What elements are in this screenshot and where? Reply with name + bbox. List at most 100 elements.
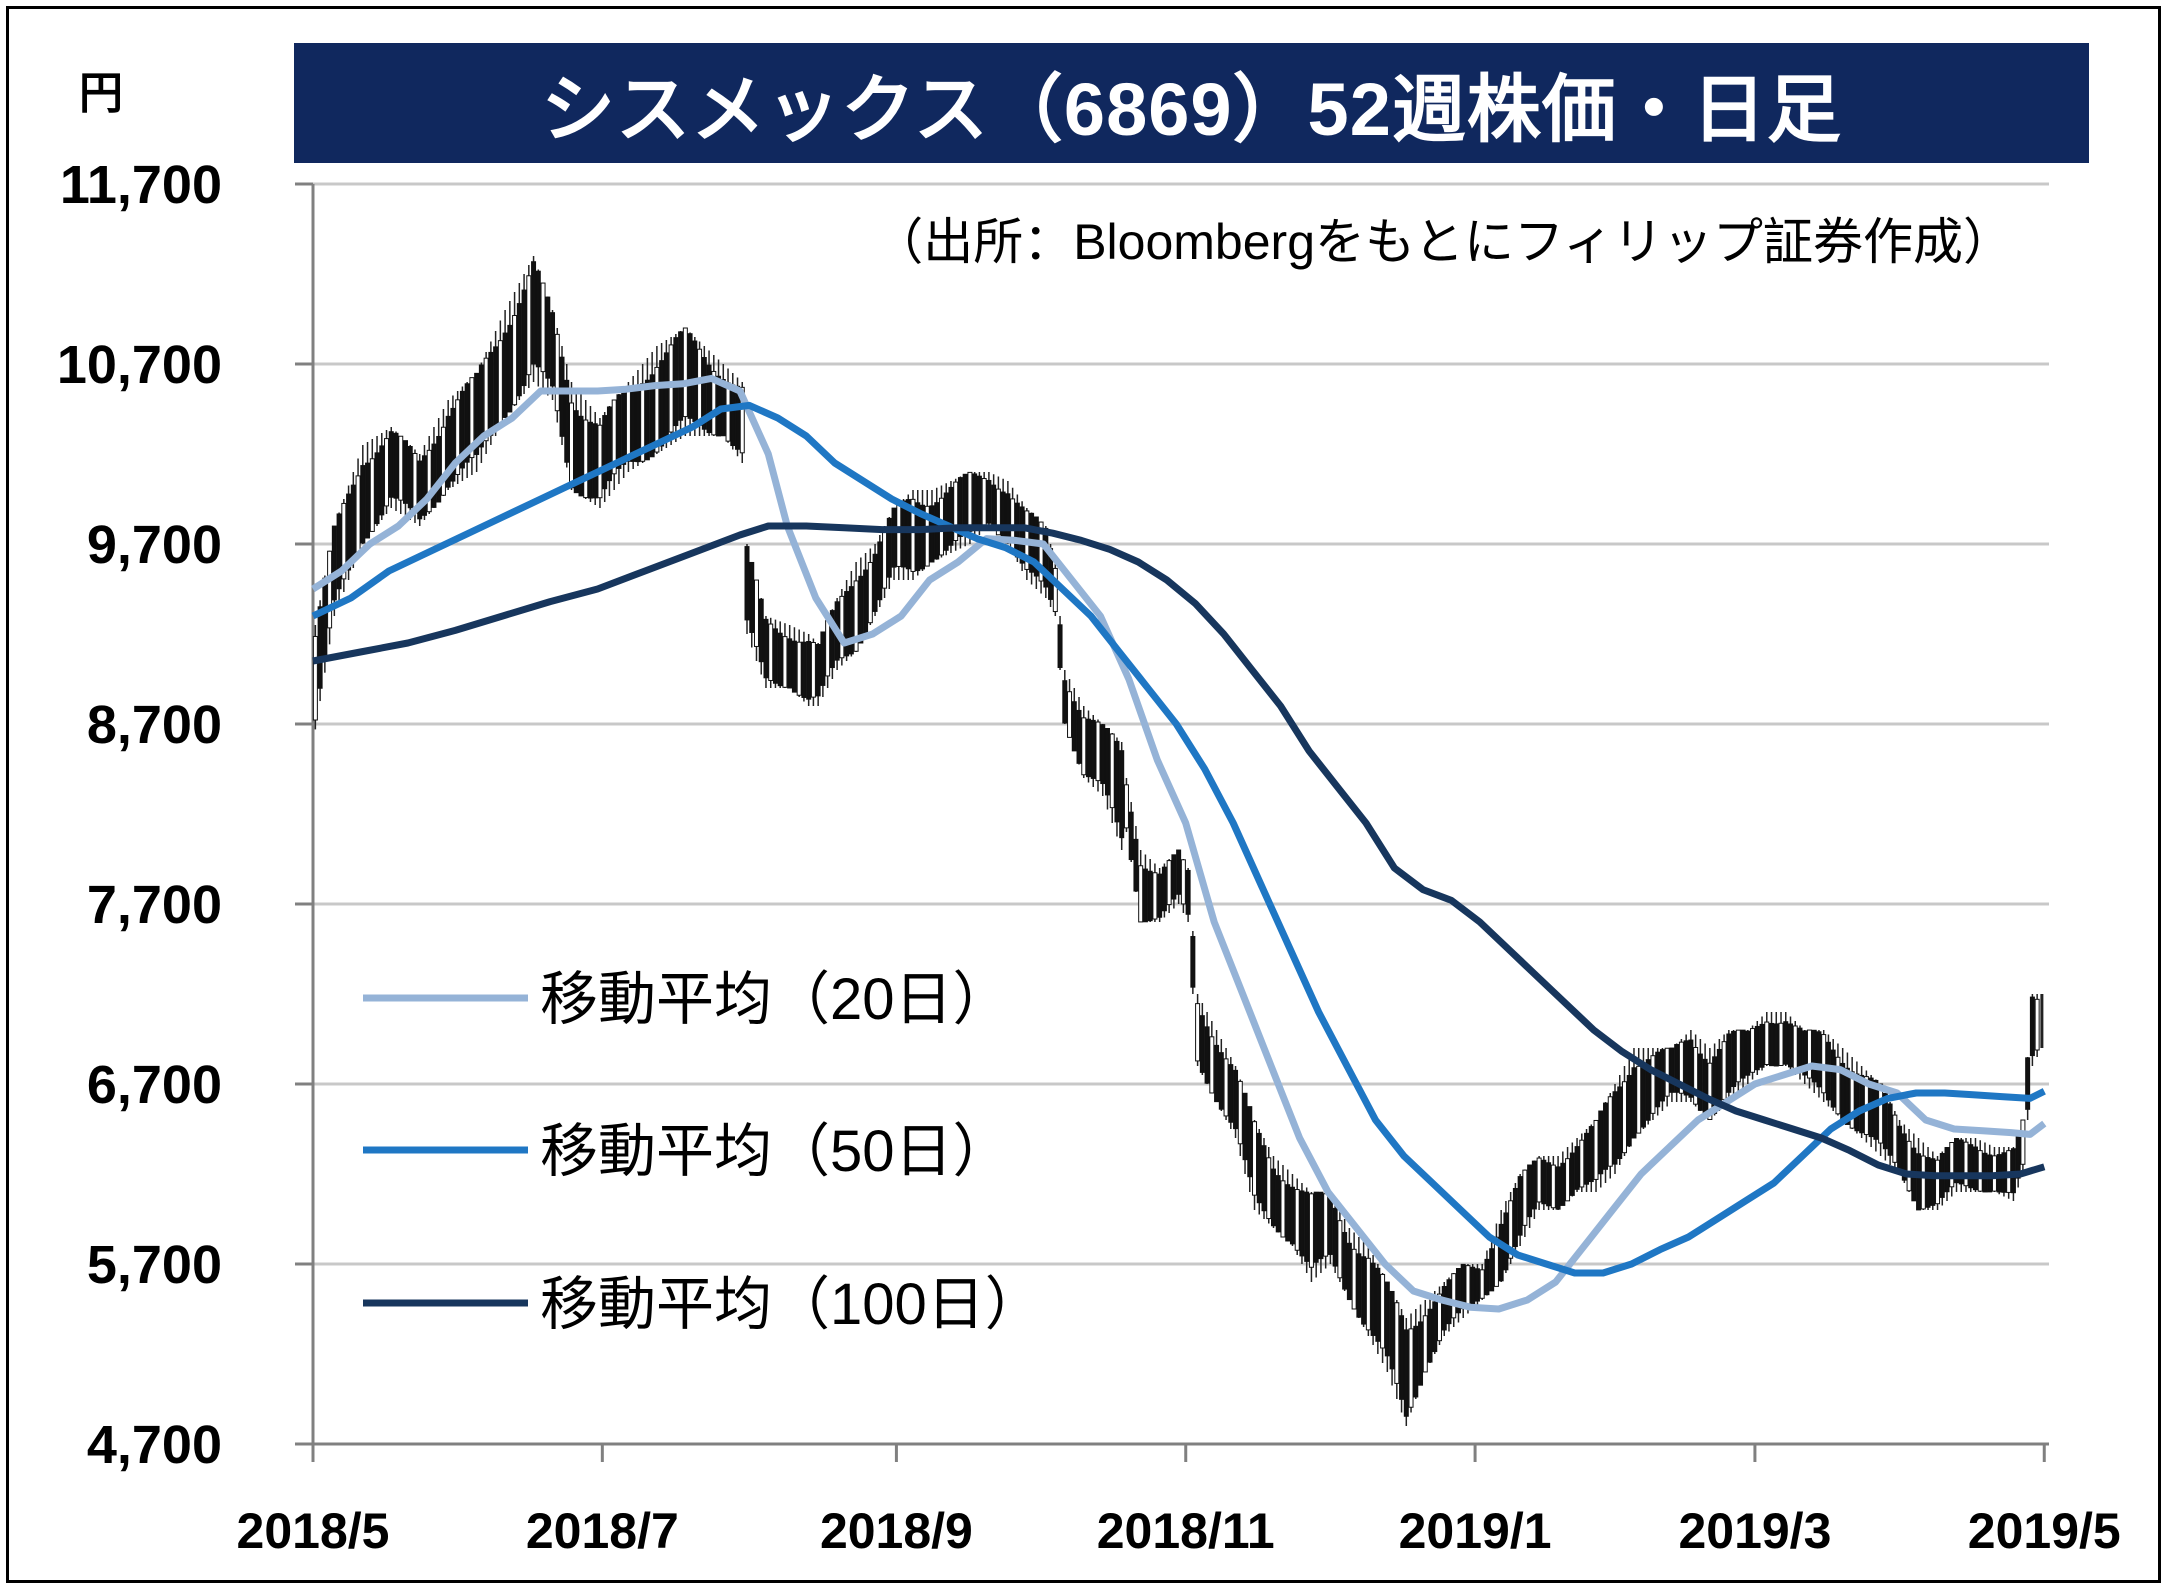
price-body <box>450 407 456 482</box>
price-body <box>948 486 954 546</box>
price-body <box>402 440 408 504</box>
price-body <box>497 340 503 425</box>
price-body <box>1745 1030 1751 1076</box>
price-body <box>1441 1285 1447 1331</box>
price-body <box>791 640 797 693</box>
price-body <box>1190 936 1196 988</box>
price-body <box>1180 859 1186 905</box>
price-body <box>469 377 475 459</box>
price-body <box>1062 680 1068 724</box>
price-body <box>991 484 997 530</box>
price-body <box>1569 1152 1575 1196</box>
price-body <box>483 357 489 442</box>
price-body <box>1916 1153 1922 1211</box>
price-body <box>459 390 465 469</box>
price-body <box>839 595 845 659</box>
price-body <box>521 289 527 387</box>
price-body <box>1057 624 1063 668</box>
price-body <box>350 484 356 562</box>
price-body <box>331 525 337 601</box>
series-line-3 <box>312 522 2046 1180</box>
price-body <box>535 270 541 368</box>
price-body <box>1147 870 1153 922</box>
price-body <box>1498 1223 1504 1282</box>
price-body <box>1688 1039 1694 1098</box>
price-body <box>531 261 537 365</box>
price-body <box>1949 1142 1955 1188</box>
price-body <box>2034 998 2040 1051</box>
price-body <box>583 419 589 499</box>
price-body <box>725 382 731 442</box>
price-body <box>616 394 622 469</box>
price-body <box>644 379 650 461</box>
price-body <box>1735 1029 1741 1083</box>
price-body <box>611 399 617 475</box>
y-unit-label: 円 <box>79 69 123 118</box>
price-body <box>1389 1290 1395 1370</box>
price-body <box>915 502 921 572</box>
price-body <box>867 561 873 624</box>
price-body <box>507 324 513 413</box>
y-tick-label: 7,700 <box>87 875 222 935</box>
price-body <box>1394 1302 1400 1384</box>
price-body <box>758 598 764 663</box>
price-body <box>967 471 973 532</box>
price-body <box>312 635 318 721</box>
price-body <box>820 631 826 686</box>
price-body <box>1835 1056 1841 1115</box>
price-body <box>431 443 437 508</box>
price-body <box>872 553 878 612</box>
price-body <box>1418 1321 1424 1386</box>
price-body <box>1294 1189 1300 1251</box>
price-body <box>1565 1158 1571 1202</box>
price-body <box>1176 849 1182 895</box>
price-body <box>1171 854 1177 900</box>
price-body <box>1455 1268 1461 1314</box>
price-body <box>1233 1069 1239 1130</box>
price-body <box>1318 1191 1324 1260</box>
price-body <box>1479 1269 1485 1299</box>
price-body <box>573 410 579 494</box>
price-body <box>739 386 745 454</box>
price-body <box>2020 1119 2026 1165</box>
price-body <box>1508 1200 1514 1259</box>
y-tick-label: 6,700 <box>87 1055 222 1115</box>
price-body <box>1161 866 1167 912</box>
price-body <box>2010 1148 2016 1194</box>
price-body <box>554 333 560 412</box>
y-tick-label: 11,700 <box>60 155 222 215</box>
price-body <box>1090 719 1096 779</box>
price-body <box>777 632 783 687</box>
price-body <box>706 364 712 434</box>
price-body <box>602 415 608 490</box>
price-body <box>493 346 499 431</box>
price-body <box>384 438 390 507</box>
price-body <box>1223 1058 1229 1117</box>
price-body <box>1579 1139 1585 1188</box>
price-body <box>1655 1051 1661 1108</box>
price-body <box>787 638 793 689</box>
price-body <box>1697 1053 1703 1111</box>
price-body <box>455 399 461 475</box>
price-body <box>901 500 907 568</box>
price-body <box>682 327 688 418</box>
price-body <box>1612 1091 1618 1165</box>
price-body <box>1313 1191 1319 1263</box>
price-body <box>877 541 883 601</box>
price-body <box>592 423 598 499</box>
price-body <box>1493 1236 1499 1287</box>
price-body <box>630 386 636 462</box>
price-body <box>1678 1041 1684 1094</box>
price-body <box>355 475 361 554</box>
price-body <box>1356 1253 1362 1318</box>
price-body <box>1769 1022 1775 1067</box>
price-body <box>1346 1242 1352 1301</box>
x-tick-label: 2018/5 <box>237 1503 390 1559</box>
price-bars-layer <box>312 256 2044 1426</box>
price-body <box>2029 996 2035 1057</box>
price-body <box>1228 1064 1234 1123</box>
price-body <box>1726 1033 1732 1093</box>
price-body <box>1906 1140 1912 1192</box>
title-banner: シスメックス（6869）52週株価・日足 <box>294 43 2089 163</box>
price-body <box>322 577 328 658</box>
